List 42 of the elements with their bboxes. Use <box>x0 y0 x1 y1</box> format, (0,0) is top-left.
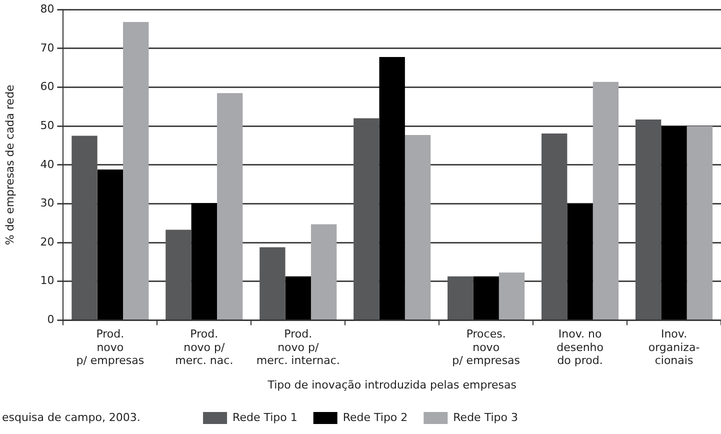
bar <box>592 82 619 320</box>
y-tick-label: 50 <box>40 118 54 132</box>
bar <box>310 224 337 320</box>
bar <box>72 136 98 320</box>
bar <box>260 247 286 320</box>
x-axis-title: Tipo de inovação introduzida pelas empresas <box>266 378 517 392</box>
bar <box>498 272 525 320</box>
x-tick-label: Inov. no desenho do prod. <box>556 328 604 368</box>
legend-label: Rede Tipo 1 <box>232 410 298 424</box>
y-tick-label: 20 <box>40 235 54 248</box>
y-tick-label: 80 <box>40 2 54 16</box>
y-tick-label: 10 <box>40 274 54 288</box>
y-tick-label: 0 <box>47 313 54 326</box>
bar <box>542 133 568 320</box>
bar <box>404 135 431 320</box>
bar <box>217 93 243 320</box>
x-tick-label: Prod. novo p/ merc. nac. <box>175 328 234 368</box>
bar <box>166 230 192 320</box>
text: esquisa de campo, 2003. <box>2 410 140 424</box>
bar <box>379 56 405 320</box>
y-tick-label: 70 <box>40 41 54 54</box>
x-tick-label: Inov. organiza- cionais <box>648 328 700 368</box>
bar <box>123 22 149 320</box>
y-tick-label: 60 <box>40 80 54 94</box>
bar <box>191 202 217 320</box>
bar <box>635 119 662 320</box>
bar <box>686 126 713 320</box>
x-tick-label: Prod. novo p/ empresas <box>76 328 144 368</box>
legend-label: Rede Tipo 3 <box>453 410 518 424</box>
y-axis-title: % de empresas de cada rede <box>3 84 16 246</box>
y-tick-label: 30 <box>40 196 54 210</box>
legend-label: Rede Tipo 2 <box>342 410 408 424</box>
x-tick-label: Prod. novo p/ merc. internac. <box>256 328 340 368</box>
bar <box>285 276 311 320</box>
bar <box>97 170 124 320</box>
bar <box>448 276 474 320</box>
x-tick-label: Proces. novo p/ empresas <box>452 328 520 368</box>
bar <box>661 126 687 320</box>
bar <box>473 276 499 320</box>
y-tick-label: 40 <box>40 158 54 171</box>
bar <box>567 204 593 320</box>
bar <box>354 118 380 320</box>
